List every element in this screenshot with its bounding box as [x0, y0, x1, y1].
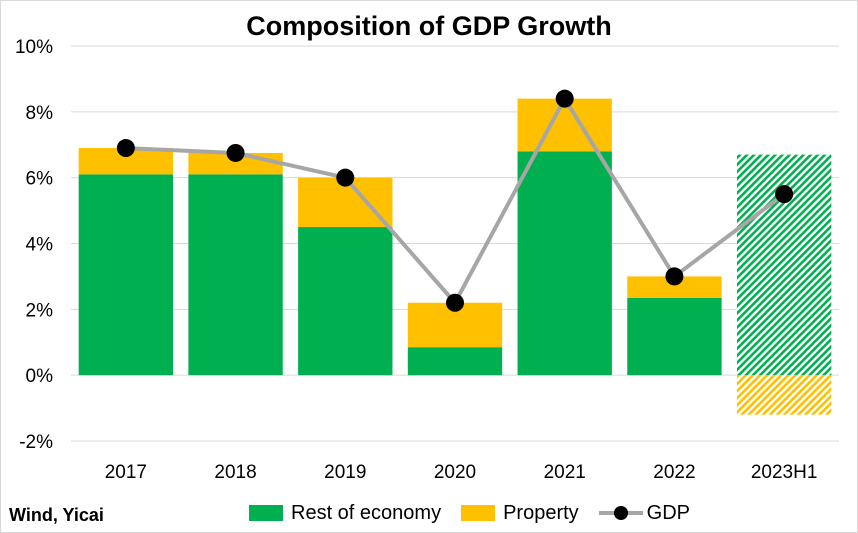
gdp-point [116, 139, 135, 158]
source-note: Wind, Yicai [9, 505, 104, 525]
y-tick-label: 4% [26, 235, 54, 256]
x-tick-label: 2023H1 [751, 462, 818, 483]
y-tick-label: -2% [19, 432, 53, 453]
gdp-point [775, 185, 794, 204]
gdp-point [555, 89, 574, 108]
bar-rest-of-economy [517, 151, 612, 376]
bar-rest-of-economy [188, 174, 283, 376]
bar-rest-of-economy [627, 297, 722, 376]
y-tick-label: 8% [26, 103, 54, 124]
legend-label-property: Property [503, 501, 579, 524]
legend-item-property: Property [461, 502, 579, 525]
bar-rest-of-economy [407, 347, 503, 376]
x-tick-label: 2022 [653, 462, 695, 483]
gdp-point [336, 168, 355, 187]
legend-swatch-gdp [598, 505, 643, 521]
y-tick-label: 6% [26, 169, 54, 190]
legend-swatch-property [461, 505, 496, 521]
y-tick-label: 0% [26, 366, 54, 387]
y-tick-label: 10% [15, 37, 53, 58]
bar-property [627, 276, 722, 298]
bar-property [736, 375, 832, 415]
legend-item-gdp: GDP [598, 501, 691, 525]
legend-label-gdp: GDP [646, 501, 691, 524]
x-tick-label: 2020 [434, 462, 476, 483]
x-tick-label: 2021 [544, 462, 586, 483]
legend-swatch-rest-of-economy [249, 505, 283, 521]
gdp-point [226, 143, 245, 162]
legend-item-rest-of-economy: Rest of economy [249, 502, 441, 525]
x-tick-label: 2018 [214, 462, 256, 483]
bar-rest-of-economy [78, 174, 174, 376]
gdp-point [446, 293, 464, 312]
gdp-point [665, 267, 684, 286]
x-tick-label: 2017 [105, 462, 147, 483]
y-tick-label: 2% [26, 300, 54, 321]
legend: Rest of economy Property GDP [249, 501, 710, 525]
legend-label-rest-of-economy: Rest of economy [291, 501, 442, 524]
x-tick-label: 2019 [324, 462, 366, 483]
bar-rest-of-economy [298, 227, 393, 376]
chart-title: Composition of GDP Growth [246, 11, 612, 41]
